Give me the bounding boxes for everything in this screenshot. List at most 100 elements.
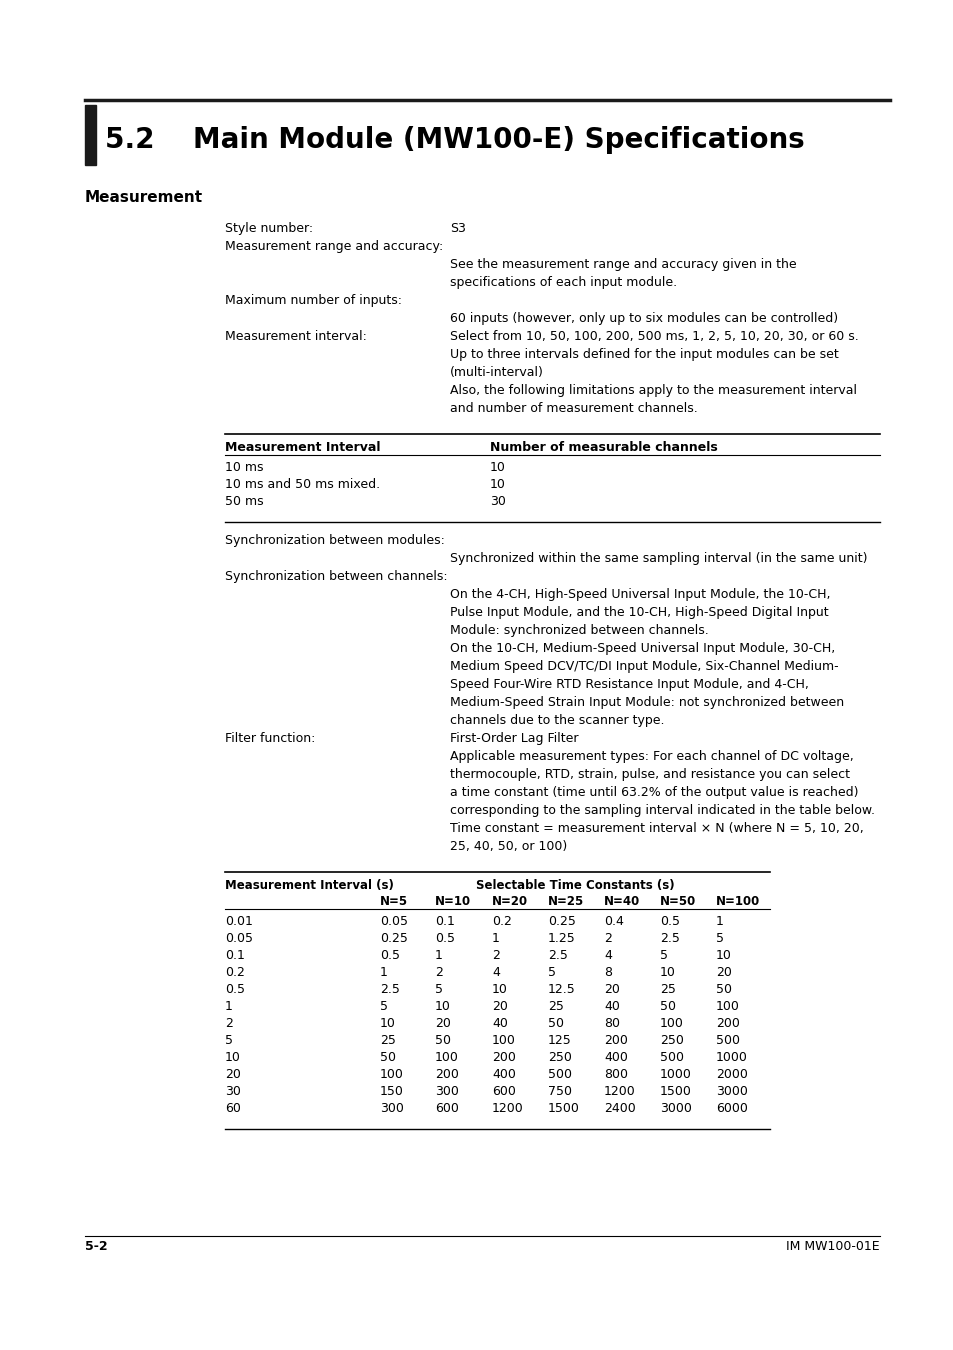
Text: 1200: 1200 (603, 1085, 635, 1098)
Text: 0.5: 0.5 (659, 915, 679, 927)
Text: 2: 2 (435, 967, 442, 979)
Text: 50: 50 (716, 983, 731, 996)
Text: 10: 10 (492, 983, 507, 996)
Text: 12.5: 12.5 (547, 983, 576, 996)
Text: 10: 10 (490, 478, 505, 491)
Text: 0.4: 0.4 (603, 915, 623, 927)
Text: 30: 30 (490, 495, 505, 508)
Text: 10: 10 (379, 1017, 395, 1030)
Text: 3000: 3000 (716, 1085, 747, 1098)
Text: 150: 150 (379, 1085, 403, 1098)
Text: Also, the following limitations apply to the measurement interval: Also, the following limitations apply to… (450, 383, 856, 397)
Text: 200: 200 (492, 1052, 516, 1064)
Text: Number of measurable channels: Number of measurable channels (490, 441, 717, 454)
Text: Measurement Interval: Measurement Interval (225, 441, 380, 454)
Bar (85, 105, 96, 165)
Text: a time constant (time until 63.2% of the output value is reached): a time constant (time until 63.2% of the… (450, 786, 858, 799)
Text: 20: 20 (492, 1000, 507, 1012)
Text: N=50: N=50 (659, 895, 696, 909)
Text: 4: 4 (492, 967, 499, 979)
Text: 0.2: 0.2 (492, 915, 512, 927)
Text: 20: 20 (225, 1068, 240, 1081)
Text: 25: 25 (659, 983, 675, 996)
Text: N=20: N=20 (492, 895, 528, 909)
Text: 5: 5 (435, 983, 442, 996)
Text: 100: 100 (379, 1068, 403, 1081)
Text: 5: 5 (547, 967, 556, 979)
Text: 0.1: 0.1 (225, 949, 245, 963)
Text: On the 4-CH, High-Speed Universal Input Module, the 10-CH,: On the 4-CH, High-Speed Universal Input … (450, 589, 830, 601)
Text: N=100: N=100 (716, 895, 760, 909)
Text: 0.05: 0.05 (379, 915, 408, 927)
Text: 10 ms and 50 ms mixed.: 10 ms and 50 ms mixed. (225, 478, 379, 491)
Text: 200: 200 (603, 1034, 627, 1048)
Text: 1500: 1500 (547, 1102, 579, 1115)
Text: Medium Speed DCV/TC/DI Input Module, Six-Channel Medium-: Medium Speed DCV/TC/DI Input Module, Six… (450, 660, 838, 674)
Text: 0.5: 0.5 (435, 931, 455, 945)
Text: 300: 300 (435, 1085, 458, 1098)
Text: 2.5: 2.5 (547, 949, 567, 963)
Text: 3000: 3000 (659, 1102, 691, 1115)
Text: 0.5: 0.5 (225, 983, 245, 996)
Text: 250: 250 (547, 1052, 571, 1064)
Text: 60 inputs (however, only up to six modules can be controlled): 60 inputs (however, only up to six modul… (450, 312, 838, 325)
Text: 10: 10 (659, 967, 675, 979)
Text: Module: synchronized between channels.: Module: synchronized between channels. (450, 624, 708, 637)
Text: 100: 100 (659, 1017, 683, 1030)
Text: 500: 500 (659, 1052, 683, 1064)
Text: 1000: 1000 (716, 1052, 747, 1064)
Text: 100: 100 (716, 1000, 740, 1012)
Text: 50: 50 (659, 1000, 676, 1012)
Text: 30: 30 (225, 1085, 240, 1098)
Text: 20: 20 (716, 967, 731, 979)
Text: 200: 200 (435, 1068, 458, 1081)
Text: Pulse Input Module, and the 10-CH, High-Speed Digital Input: Pulse Input Module, and the 10-CH, High-… (450, 606, 828, 620)
Text: N=40: N=40 (603, 895, 639, 909)
Text: 200: 200 (716, 1017, 740, 1030)
Text: 10: 10 (490, 460, 505, 474)
Text: Filter function:: Filter function: (225, 732, 315, 745)
Text: 300: 300 (379, 1102, 403, 1115)
Text: 0.5: 0.5 (379, 949, 399, 963)
Text: channels due to the scanner type.: channels due to the scanner type. (450, 714, 664, 728)
Text: Up to three intervals defined for the input modules can be set: Up to three intervals defined for the in… (450, 348, 838, 360)
Text: 10: 10 (716, 949, 731, 963)
Text: 5.2    Main Module (MW100-E) Specifications: 5.2 Main Module (MW100-E) Specifications (105, 126, 804, 154)
Text: 80: 80 (603, 1017, 619, 1030)
Text: 400: 400 (492, 1068, 516, 1081)
Text: Measurement range and accuracy:: Measurement range and accuracy: (225, 240, 443, 252)
Text: 1200: 1200 (492, 1102, 523, 1115)
Text: 100: 100 (435, 1052, 458, 1064)
Text: (multi-interval): (multi-interval) (450, 366, 543, 379)
Text: 500: 500 (716, 1034, 740, 1048)
Text: 1: 1 (435, 949, 442, 963)
Text: 2: 2 (492, 949, 499, 963)
Text: 0.05: 0.05 (225, 931, 253, 945)
Text: Measurement interval:: Measurement interval: (225, 329, 367, 343)
Text: 250: 250 (659, 1034, 683, 1048)
Text: 1: 1 (716, 915, 723, 927)
Text: 750: 750 (547, 1085, 572, 1098)
Text: On the 10-CH, Medium-Speed Universal Input Module, 30-CH,: On the 10-CH, Medium-Speed Universal Inp… (450, 643, 835, 655)
Text: 2.5: 2.5 (659, 931, 679, 945)
Text: 100: 100 (492, 1034, 516, 1048)
Text: 1500: 1500 (659, 1085, 691, 1098)
Text: Synchronization between modules:: Synchronization between modules: (225, 535, 444, 547)
Text: Selectable Time Constants (s): Selectable Time Constants (s) (476, 879, 674, 892)
Text: corresponding to the sampling interval indicated in the table below.: corresponding to the sampling interval i… (450, 805, 874, 817)
Text: 600: 600 (492, 1085, 516, 1098)
Text: 5: 5 (659, 949, 667, 963)
Text: 1: 1 (379, 967, 388, 979)
Text: Synchronization between channels:: Synchronization between channels: (225, 570, 447, 583)
Text: 20: 20 (603, 983, 619, 996)
Text: Applicable measurement types: For each channel of DC voltage,: Applicable measurement types: For each c… (450, 751, 853, 763)
Text: specifications of each input module.: specifications of each input module. (450, 275, 677, 289)
Text: N=5: N=5 (379, 895, 408, 909)
Text: 50: 50 (547, 1017, 563, 1030)
Text: 4: 4 (603, 949, 611, 963)
Text: 8: 8 (603, 967, 612, 979)
Text: 0.25: 0.25 (379, 931, 408, 945)
Text: Time constant = measurement interval × N (where N = 5, 10, 20,: Time constant = measurement interval × N… (450, 822, 862, 836)
Text: 500: 500 (547, 1068, 572, 1081)
Text: Medium-Speed Strain Input Module: not synchronized between: Medium-Speed Strain Input Module: not sy… (450, 697, 843, 709)
